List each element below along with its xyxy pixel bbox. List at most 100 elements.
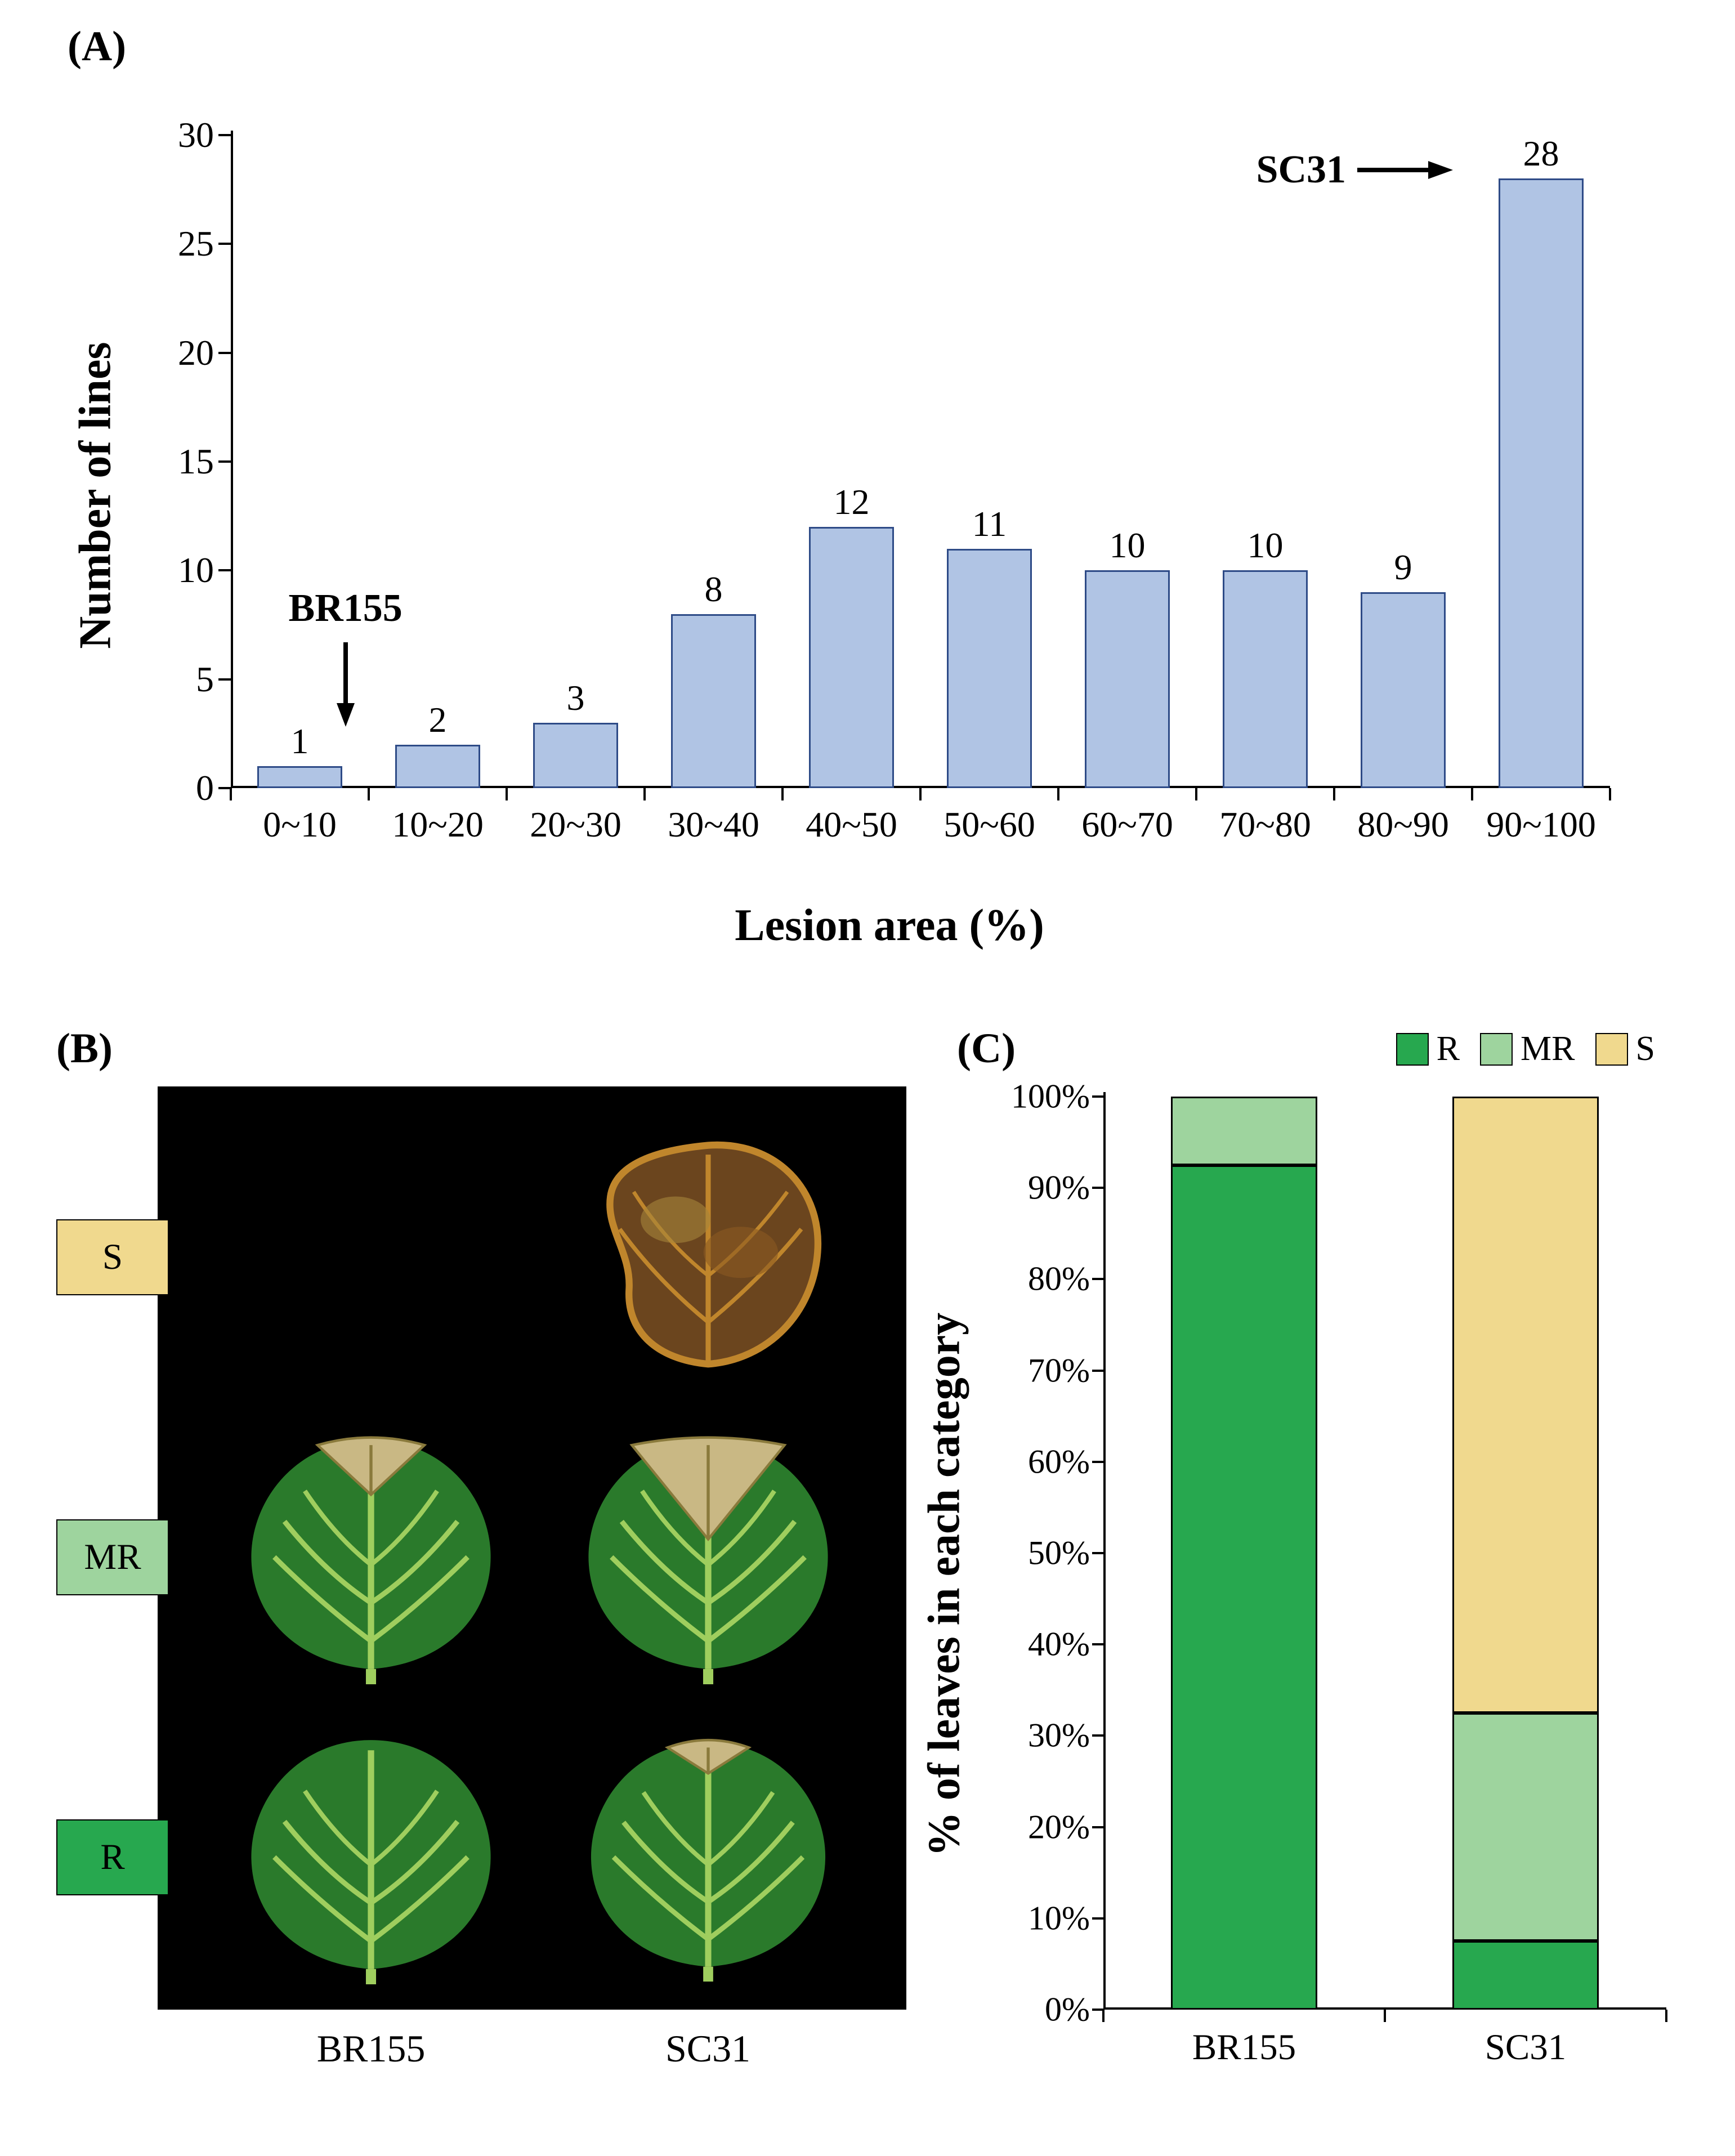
chart-a-xtick-label: 0~10: [263, 788, 337, 846]
chart-c-seg-s: [1452, 1097, 1599, 1713]
photo-col-label: BR155: [317, 2010, 426, 2071]
chart-a-bar-value: 28: [1523, 133, 1559, 180]
chart-c-bar: [1171, 1097, 1317, 2010]
panel-c-label: (C): [957, 1025, 1016, 1073]
leaf-sc31-mr: [573, 1425, 843, 1689]
chart-c-seg-r: [1171, 1165, 1317, 2010]
chart-a-bar-value: 12: [833, 481, 869, 529]
chart-a-xtick-label: 90~100: [1486, 788, 1596, 846]
chart-c-ytick-label: 10%: [1028, 1899, 1090, 1938]
chart-a-ytick-mark: [218, 352, 231, 354]
chart-a-xtick-mark: [506, 788, 508, 800]
leaf-icon: [573, 1425, 843, 1689]
chart-a-xtick-mark: [230, 788, 232, 800]
chart-c-ytick-mark: [1092, 1187, 1103, 1189]
chart-c-legend: R MR S: [1396, 1029, 1655, 1069]
chart-a-bar: 12: [809, 527, 895, 788]
chart-a-bar: 28: [1499, 178, 1584, 788]
chart-a-xtick-mark: [368, 788, 370, 800]
chart-a-bar-value: 10: [1109, 525, 1145, 572]
legend-item-s: S: [1595, 1029, 1655, 1069]
legend-item-mr: MR: [1480, 1029, 1575, 1069]
category-tag-r: R: [56, 1819, 169, 1895]
leaf-sc31-r: [570, 1728, 846, 1987]
chart-c-ytick-mark: [1092, 2009, 1103, 2011]
chart-a-ytick-label: 5: [196, 659, 214, 700]
chart-c: % of leaves in each category 0%10%20%30%…: [957, 1092, 1689, 2077]
chart-c-xtick-label: BR155: [1192, 2010, 1296, 2069]
chart-a-bar: 3: [533, 723, 619, 788]
panel-b: (B): [56, 1025, 929, 2105]
chart-a-bar: 10: [1223, 570, 1308, 788]
legend-label: MR: [1521, 1029, 1575, 1069]
chart-a-bar: 8: [671, 614, 757, 788]
chart-c-seg-r: [1452, 1941, 1599, 2010]
leaf-br155-mr: [230, 1425, 512, 1689]
chart-a-ytick-mark: [218, 134, 231, 136]
chart-a-ytick-label: 30: [178, 114, 214, 156]
chart-a-xtick-mark: [1333, 788, 1335, 800]
chart-a-ytick-label: 0: [196, 767, 214, 809]
chart-a-xtick-label: 50~60: [943, 788, 1035, 846]
chart-a-y-axis: [231, 131, 233, 788]
leaf-br155-r: [230, 1725, 512, 1989]
arrow-right-icon: [1357, 158, 1453, 182]
chart-c-ytick-label: 90%: [1028, 1169, 1090, 1207]
chart-c-seg-mr: [1171, 1097, 1317, 1165]
chart-a-bar: 2: [395, 745, 481, 788]
chart-c-ytick-mark: [1092, 1826, 1103, 1828]
chart-a-xtick-label: 30~40: [668, 788, 759, 846]
chart-a-bar: 9: [1361, 592, 1446, 788]
leaf-icon: [230, 1725, 512, 1989]
chart-c-y-axis: [1103, 1092, 1106, 2010]
chart-c-ytick-label: 50%: [1028, 1534, 1090, 1573]
chart-a-xtick-mark: [1195, 788, 1197, 800]
chart-a-xtick-label: 60~70: [1081, 788, 1173, 846]
chart-a-ytick-mark: [218, 787, 231, 789]
chart-a-bar-value: 10: [1247, 525, 1283, 572]
chart-a-xtick-label: 20~30: [530, 788, 621, 846]
chart-c-ytick-label: 20%: [1028, 1808, 1090, 1846]
chart-a-bar-value: 1: [290, 721, 308, 768]
panel-a-label: (A): [68, 23, 126, 71]
chart-c-xtick-label: SC31: [1485, 2010, 1567, 2069]
chart-a-bar-value: 9: [1394, 547, 1412, 594]
chart-a-ytick-label: 25: [178, 223, 214, 265]
category-tag-s: S: [56, 1219, 169, 1295]
chart-a-ytick-mark: [218, 569, 231, 571]
chart-a-plot: 0510152025300~10110~20220~30330~40840~50…: [231, 135, 1610, 788]
chart-c-xtick-mark: [1384, 2010, 1386, 2022]
chart-c-ytick-label: 70%: [1028, 1351, 1090, 1390]
chart-a-xtick-mark: [1609, 788, 1611, 800]
chart-a-xtick-mark: [781, 788, 784, 800]
chart-a-xtick-label: 70~80: [1219, 788, 1311, 846]
chart-a-annotation: SC31: [1256, 147, 1453, 193]
chart-a-ylabel: Number of lines: [70, 342, 122, 648]
chart-c-ytick-label: 30%: [1028, 1716, 1090, 1755]
chart-a-xtick-label: 40~50: [806, 788, 897, 846]
chart-a-ytick-label: 10: [178, 549, 214, 591]
legend-swatch: [1480, 1033, 1513, 1066]
chart-a-xtick-label: 10~20: [392, 788, 484, 846]
chart-a-xtick-mark: [643, 788, 646, 800]
chart-c-xtick-mark: [1665, 2010, 1667, 2022]
chart-a-bar-value: 3: [566, 677, 584, 724]
category-tag-mr: MR: [56, 1519, 169, 1595]
panel-c: (C) RMRS % of leaves in each category 0%…: [957, 1025, 1689, 2105]
chart-c-ylabel: % of leaves in each category: [919, 1313, 971, 1857]
leaf-icon: [570, 1728, 846, 1987]
chart-c-ytick-mark: [1092, 1278, 1103, 1280]
chart-a-bar: 10: [1085, 570, 1170, 788]
chart-c-seg-mr: [1452, 1713, 1599, 1942]
leaf-icon: [230, 1425, 512, 1689]
chart-c-ytick-label: 40%: [1028, 1625, 1090, 1664]
chart-a-xtick-mark: [919, 788, 922, 800]
legend-label: S: [1636, 1029, 1655, 1069]
chart-c-ytick-mark: [1092, 1095, 1103, 1098]
chart-c-xtick-mark: [1102, 2010, 1105, 2022]
chart-a-xtick-mark: [1057, 788, 1059, 800]
chart-c-ytick-label: 0%: [1045, 1991, 1090, 2029]
leaf-photo-panel: [158, 1086, 906, 2010]
chart-c-ytick-mark: [1092, 1552, 1103, 1554]
legend-item-r: R: [1396, 1029, 1460, 1069]
